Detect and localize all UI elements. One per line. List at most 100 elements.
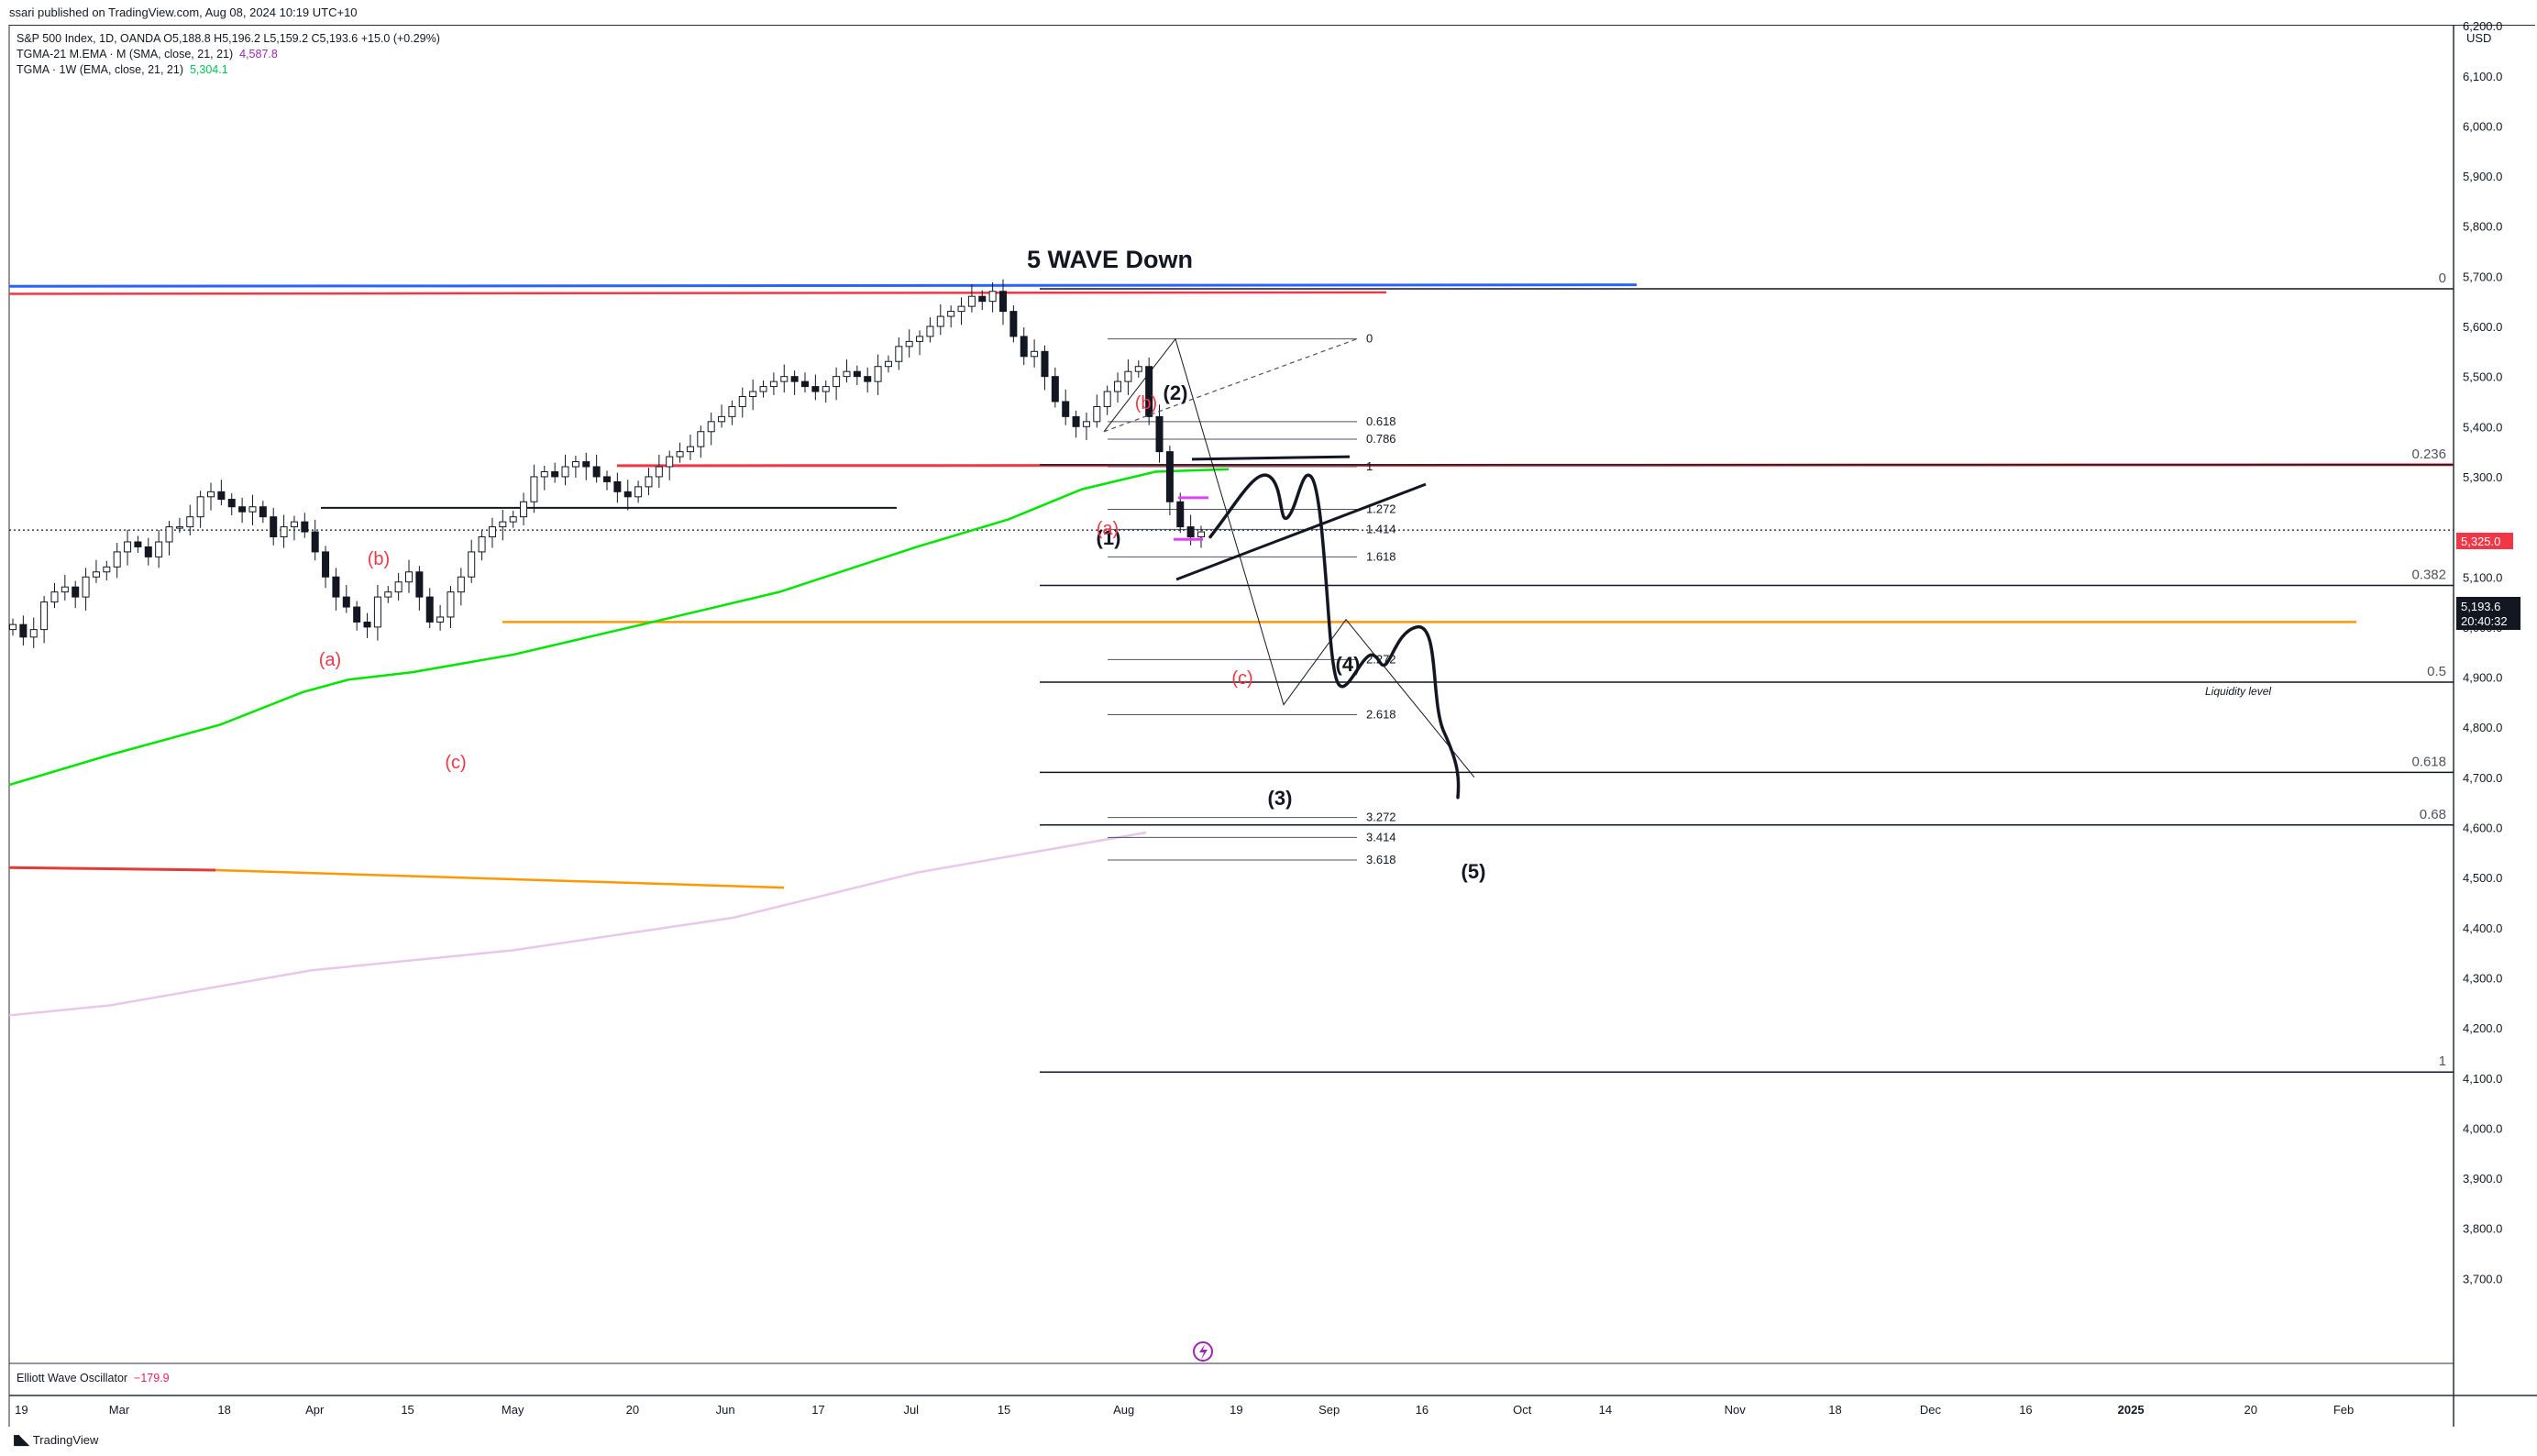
candle-body	[916, 336, 924, 342]
currency-label[interactable]: USD	[2466, 31, 2492, 45]
candle-body	[311, 531, 319, 553]
candle-body	[790, 376, 799, 382]
time-tick-label: 15	[401, 1403, 414, 1417]
price-tick-label: 6,100.0	[2463, 70, 2502, 83]
time-tick-label: 18	[217, 1403, 230, 1417]
candle-body	[509, 516, 517, 523]
time-tick-label: Mar	[109, 1403, 130, 1417]
candle-body	[1031, 350, 1039, 358]
candle-body	[1093, 405, 1101, 423]
candle-body	[186, 516, 194, 528]
candle-body	[822, 386, 830, 392]
price-tick-label: 4,500.0	[2463, 871, 2502, 885]
time-tick-label: May	[502, 1403, 524, 1417]
candle-body	[332, 576, 340, 598]
candle-body	[1103, 391, 1111, 407]
time-axis[interactable]: 19 Mar 18 Apr 15 May 20 Jun 17 Jul 15 Aug 19 Sep 16 Oct…	[15, 1403, 2354, 1417]
fib-center-label: 0.618	[1366, 414, 1396, 428]
candle-body	[738, 396, 746, 407]
candle-body	[676, 451, 684, 458]
candle-body	[1165, 451, 1174, 502]
fib-retracement-right[interactable]: 0 0.236 0.382 0.5 0.618 0.68 1	[1040, 270, 2454, 1073]
price-tick-label: 5,100.0	[2463, 570, 2502, 584]
hand-drawn-waves[interactable]	[1103, 337, 1475, 800]
time-tick-label: Oct	[1513, 1403, 1532, 1417]
candle-body	[561, 466, 569, 478]
time-tick-label: 14	[1599, 1403, 1612, 1417]
candle-body	[103, 566, 111, 573]
candle-body	[155, 541, 163, 557]
candle-body	[874, 366, 882, 382]
price-tick-label: 6,200.0	[2463, 19, 2502, 33]
candle-body	[113, 551, 121, 568]
time-tick-label: 20	[2244, 1403, 2256, 1417]
candle-body	[582, 461, 590, 468]
candle-body	[259, 506, 267, 518]
candle-body	[718, 415, 726, 423]
ma-monthly-label: TGMA-21 M.EMA · M (SMA, close, 21, 21)	[17, 48, 234, 61]
red-top-line	[8, 291, 1387, 295]
price-tick-label: 6,000.0	[2463, 119, 2502, 133]
candle-body	[134, 541, 142, 547]
candle-body	[436, 616, 445, 623]
fib-right-label: 0	[2439, 270, 2446, 286]
dashed-trend-line	[1103, 338, 1358, 433]
candle-body	[353, 606, 361, 623]
time-tick-label: 2025	[2118, 1403, 2145, 1417]
price-tick-label: 4,800.0	[2463, 721, 2502, 734]
ma-monthly-value: 4,587.8	[239, 48, 278, 61]
price-axis[interactable]: 6,200.0 6,100.0 6,000.0 5,900.0 5,800.0 5,700…	[2463, 19, 2502, 1285]
bar-countdown: 20:40:32	[2461, 614, 2508, 628]
lightning-icon[interactable]	[1193, 1341, 1213, 1362]
candle-body	[801, 381, 809, 388]
candle-body	[144, 546, 152, 557]
fib-center-label: 1.618	[1366, 549, 1396, 563]
tradingview-brand[interactable]: ▮◣ TradingView	[13, 1431, 98, 1448]
price-tick-label: 3,900.0	[2463, 1172, 2502, 1186]
candle-body	[926, 325, 934, 337]
candle-body	[957, 305, 965, 313]
oscillator-legend[interactable]: Elliott Wave Oscillator −179.9	[17, 1372, 170, 1384]
candle-body	[1072, 415, 1080, 427]
candle-body	[988, 291, 997, 303]
wave-path-thin	[1103, 337, 1475, 778]
candle-body	[1020, 336, 1028, 358]
candle-body	[769, 381, 778, 388]
candle-body	[603, 476, 611, 482]
price-tick-label: 3,800.0	[2463, 1222, 2502, 1236]
candle-body	[363, 621, 371, 628]
chart-title: 5 WAVE Down	[1027, 246, 1193, 273]
fib-right-label: 0.618	[2411, 754, 2446, 769]
wave-label-red: (c)	[445, 753, 466, 773]
price-tick-label: 5,800.0	[2463, 220, 2502, 234]
time-tick-label: Apr	[305, 1403, 325, 1417]
fib-right-label: 0.68	[2420, 807, 2446, 822]
candle-body	[707, 421, 715, 433]
price-tick-label: 4,000.0	[2463, 1121, 2502, 1135]
candle-body	[1114, 381, 1122, 392]
time-tick-label: 19	[1230, 1403, 1242, 1417]
candle-body	[811, 386, 820, 392]
time-tick-label: Jul	[903, 1403, 919, 1417]
indicator-legend[interactable]: S&P 500 Index, 1D, OANDA O5,188.8 H5,196…	[17, 31, 440, 78]
candle-body	[92, 571, 100, 578]
candle-body	[373, 596, 381, 628]
candle-body	[749, 391, 757, 398]
liquidity-label: Liquidity level	[2205, 685, 2271, 698]
fib-center-label: 1	[1366, 459, 1373, 473]
candle-body	[29, 629, 38, 638]
oscillator-value: −179.9	[134, 1372, 170, 1384]
candle-body	[415, 571, 424, 598]
ma-monthly-legend: TGMA-21 M.EMA · M (SMA, close, 21, 21) 4…	[17, 47, 440, 62]
candle-body	[645, 476, 653, 488]
symbol-ohlc: S&P 500 Index, 1D, OANDA O5,188.8 H5,196…	[17, 32, 440, 45]
candle-body	[967, 295, 976, 307]
price-tick-label: 5,700.0	[2463, 270, 2502, 283]
publish-info: ssari published on TradingView.com, Aug …	[0, 0, 2537, 25]
candle-body	[342, 596, 350, 608]
candle-body	[499, 521, 507, 528]
candle-body	[270, 516, 278, 538]
price-tick-label: 5,500.0	[2463, 370, 2502, 384]
price-tick-label: 4,100.0	[2463, 1072, 2502, 1086]
